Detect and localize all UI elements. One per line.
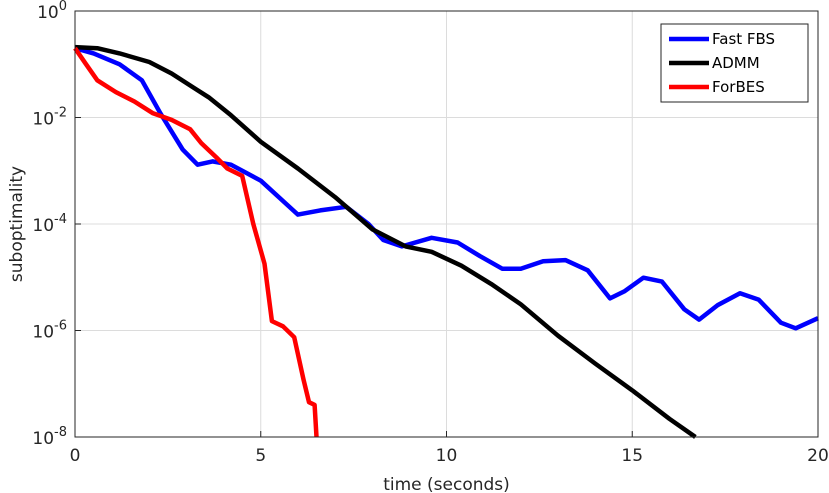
x-tick-label: 15: [621, 446, 643, 466]
legend-label: Fast FBS: [712, 30, 775, 48]
x-axis-label: time (seconds): [383, 475, 510, 493]
y-tick-exponent: -8: [54, 425, 67, 440]
series-line-admm: [74, 44, 697, 439]
legend: Fast FBS ADMM ForBES: [660, 23, 809, 103]
series-line-forbes: [73, 46, 319, 438]
y-tick-label: 10-8: [32, 425, 67, 449]
x-axis-ticks: 0 5 10 15 20: [70, 431, 829, 466]
x-tick-label: 5: [255, 446, 266, 466]
y-tick-exponent: -6: [54, 319, 67, 334]
series-layer: [73, 44, 819, 439]
y-tick-exponent: -2: [54, 106, 67, 121]
y-tick-label: 100: [37, 0, 67, 23]
y-tick-exponent: 0: [59, 0, 67, 14]
y-tick-base: 10: [32, 216, 54, 236]
y-tick-label: 10-4: [32, 212, 67, 236]
y-tick-label: 10-2: [32, 106, 67, 130]
y-axis-label: suboptimality: [7, 166, 27, 282]
y-tick-base: 10: [32, 429, 54, 449]
y-tick-base: 10: [37, 3, 59, 23]
y-tick-label: 10-6: [32, 319, 67, 343]
y-tick-exponent: -4: [54, 212, 67, 227]
legend-label: ADMM: [712, 54, 760, 72]
series-line-fast-fbs: [74, 46, 819, 331]
legend-label: ForBES: [712, 78, 765, 96]
x-tick-label: 0: [70, 446, 81, 466]
x-tick-label: 10: [436, 446, 458, 466]
y-tick-base: 10: [32, 323, 54, 343]
y-tick-base: 10: [32, 110, 54, 130]
x-tick-label: 20: [807, 446, 829, 466]
